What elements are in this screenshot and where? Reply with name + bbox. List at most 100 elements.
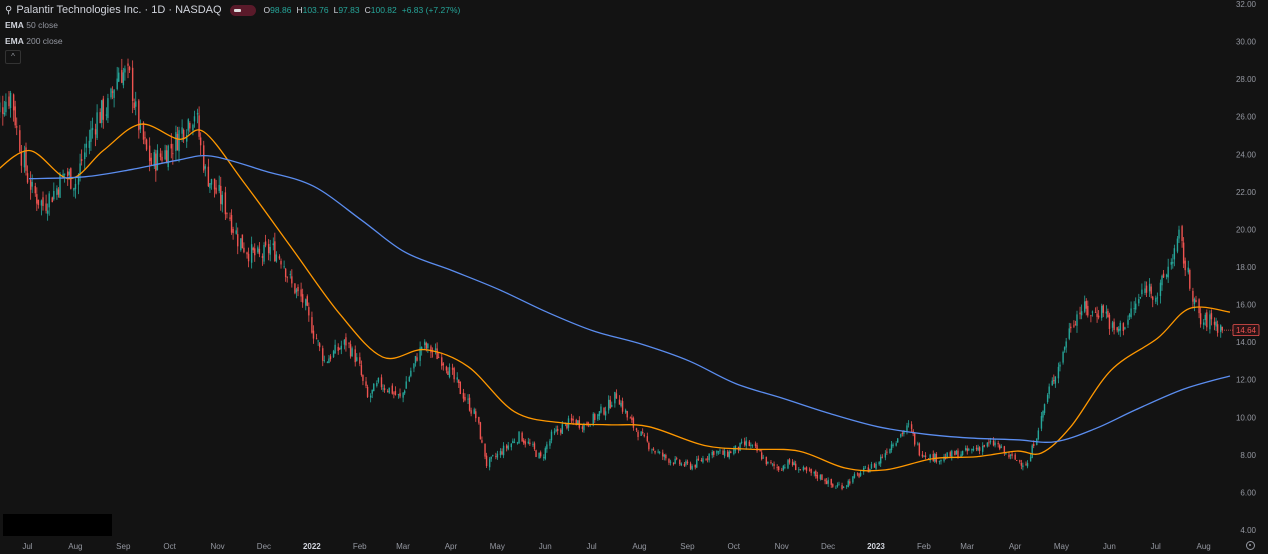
settings-gear-icon[interactable] [1246,541,1255,550]
candle-body [1221,326,1223,331]
candle-body [651,449,653,451]
y-tick-label: 30.00 [1236,38,1257,47]
candle-body [983,444,985,447]
candle-body [730,451,732,454]
candle-body [535,450,537,457]
candle-body [340,345,342,350]
candle-body [142,122,145,140]
candle-body [1096,313,1098,317]
candle-body [924,455,927,457]
candle-body [420,346,423,350]
market-status-icon[interactable] [229,4,256,16]
candle-body [220,185,222,204]
candle-body [2,107,4,114]
candle-body [1085,300,1087,309]
candle-body [988,442,990,444]
candle-body [1209,314,1211,330]
candle-body [258,248,261,255]
candle-body [250,244,253,263]
candle-body [138,100,140,131]
candle-body [1133,308,1135,309]
candle-body [858,473,860,477]
candle-body [96,112,98,139]
candle-body [289,273,291,275]
candle-body [635,428,638,431]
candle-body [533,443,536,449]
candle-body [726,451,729,457]
candle-body [165,150,168,164]
candle-body [240,238,242,251]
candle-body [1199,313,1202,325]
candle-body [966,448,968,452]
candle-body [203,145,205,171]
candle-body [733,449,735,454]
candle-body [1014,454,1016,460]
candle-body [1145,285,1148,293]
candle-body [594,414,596,420]
candle-body [799,469,802,471]
candle-body [543,457,545,459]
candle-body [572,418,574,421]
indicator-ema50[interactable]: EMA 50 close [5,20,58,30]
candle-body [413,363,415,369]
candle-body [842,486,845,488]
x-tick-label: Apr [1009,542,1022,551]
candle-body [856,473,859,475]
candle-body [464,396,466,401]
indicator-ema200[interactable]: EMA 200 close [5,36,63,46]
candle-body [484,443,486,457]
candle-body [181,127,183,134]
candle-body [1172,261,1174,264]
candle-body [241,234,244,249]
candle-body [348,343,350,344]
pin-icon[interactable]: ⚲ [5,4,13,16]
candle-body [1203,322,1205,325]
candle-body [5,101,7,113]
candle-body [1084,301,1086,312]
candle-body [1187,267,1189,273]
candle-body [318,343,321,348]
x-tick-label: Aug [1197,542,1211,551]
candle-body [847,480,849,487]
candle-body [246,252,248,255]
candle-body [1159,282,1162,296]
candle-body [192,124,194,131]
candle-body [1011,454,1013,456]
candle-body [618,399,621,405]
candle-body [798,469,800,471]
collapse-indicators-button[interactable]: ^ [5,50,21,64]
candle-body [122,72,125,86]
candle-body [873,463,876,468]
symbol-title[interactable]: Palantir Technologies Inc. · 1D · NASDAQ [16,4,222,16]
candle-body [74,183,77,190]
candle-body [263,244,265,262]
candle-body [252,247,254,251]
candle-body [975,447,978,450]
x-tick-label: Aug [68,542,82,551]
candle-body [683,463,686,466]
candle-body [311,317,313,333]
candle-body [603,407,605,415]
candle-body [609,399,611,408]
candle-body [713,451,715,455]
candle-body [91,127,94,131]
candle-body [1152,296,1154,300]
candle-body [434,348,437,350]
candle-body [765,456,768,465]
candle-body [620,402,622,407]
candle-body [566,423,568,429]
candle-body [756,445,758,451]
candle-body [957,450,959,458]
candle-body [782,465,785,470]
candle-body [697,458,700,461]
candle-body [172,153,174,155]
candle-body [702,458,704,463]
candle-body [441,357,443,366]
candle-body [1046,394,1049,403]
candle-body [479,422,482,440]
candle-body [29,180,32,190]
ema-200-line [29,155,1231,443]
candle-body [999,445,1001,449]
candle-body [99,112,101,124]
